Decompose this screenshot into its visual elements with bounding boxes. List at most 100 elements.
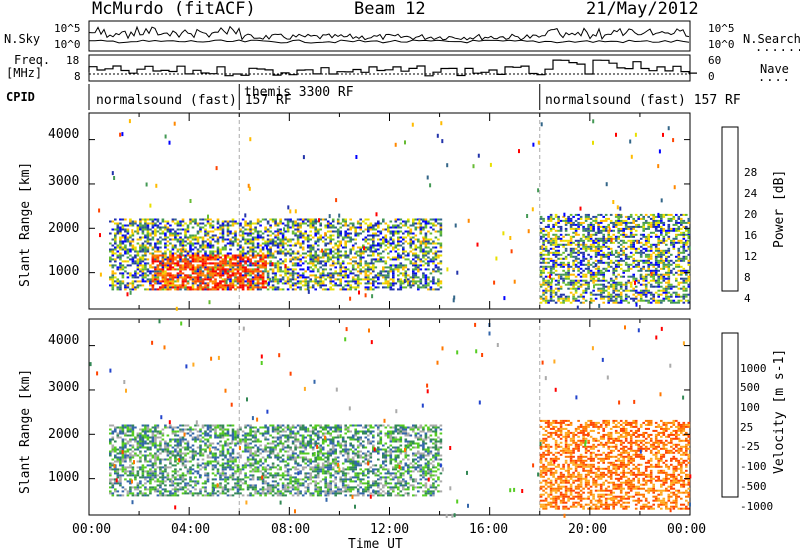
power-cell — [379, 238, 383, 241]
power-cell — [146, 288, 150, 291]
power-cell — [544, 253, 548, 256]
power-cell — [644, 237, 648, 240]
power-cell — [119, 248, 122, 251]
power-cell — [622, 253, 625, 256]
power-cell — [181, 258, 185, 261]
power-cell — [667, 299, 671, 302]
power-cell — [644, 219, 648, 222]
power-cell — [221, 268, 225, 271]
velocity-cell — [119, 458, 122, 461]
power-cell — [221, 274, 225, 277]
power-cell — [154, 250, 157, 253]
power-cell — [259, 254, 262, 257]
power-dot — [453, 295, 456, 300]
power-cell — [161, 266, 165, 269]
power-cell — [314, 258, 317, 261]
power-cell — [334, 278, 337, 281]
power-cell — [597, 225, 600, 228]
power-cell — [629, 241, 633, 244]
power-cell — [549, 285, 553, 288]
power-cell — [126, 264, 130, 267]
power-cell — [649, 279, 653, 282]
power-cell — [256, 270, 260, 273]
power-cell — [201, 222, 205, 225]
power-cell — [667, 273, 671, 276]
power-cell — [377, 224, 380, 227]
power-cell — [554, 243, 558, 246]
power-cell — [404, 236, 408, 239]
power-cell — [627, 295, 630, 298]
power-cell — [602, 271, 605, 274]
power-cell — [289, 244, 292, 247]
power-cell — [597, 223, 600, 226]
power-cell — [156, 240, 160, 243]
power-cell — [131, 282, 135, 285]
power-cell — [229, 262, 232, 265]
power-cell — [542, 283, 545, 286]
power-cell — [614, 265, 618, 268]
power-cell — [424, 236, 428, 239]
power-cell — [124, 234, 127, 237]
power-cell — [427, 276, 430, 279]
power-cell — [356, 274, 360, 277]
power-cell — [296, 222, 300, 225]
power-cell — [239, 250, 242, 253]
power-cell — [144, 240, 147, 243]
power-cell — [549, 289, 553, 292]
power-cell — [687, 277, 691, 280]
power-cell — [670, 227, 673, 230]
power-cell — [259, 234, 262, 237]
power-cell — [184, 250, 187, 253]
power-dot — [113, 176, 116, 180]
power-cell — [194, 258, 197, 261]
power-dot — [249, 137, 252, 142]
power-cell — [574, 251, 578, 254]
power-cell — [304, 232, 307, 235]
power-cell — [597, 239, 600, 242]
power-cell — [402, 236, 405, 239]
power-cell — [592, 249, 595, 252]
power-cell — [627, 225, 630, 228]
power-cell — [609, 247, 613, 250]
power-cell — [344, 274, 347, 277]
power-cell — [409, 228, 413, 231]
power-cell — [239, 286, 242, 289]
power-cell — [382, 268, 385, 271]
power-cell — [547, 261, 550, 264]
power-cell — [281, 246, 285, 249]
power-cell — [654, 225, 658, 228]
power-cell — [326, 256, 330, 259]
power-cell — [329, 256, 332, 259]
power-cell — [306, 246, 310, 249]
power-cell — [675, 277, 678, 280]
power-cell — [184, 232, 187, 235]
power-cell — [199, 256, 202, 259]
power-cell — [587, 259, 590, 262]
power-cell — [286, 250, 290, 253]
power-cell — [547, 239, 550, 242]
power-cell — [281, 238, 285, 241]
power-cell — [374, 274, 378, 277]
power-cell — [422, 274, 425, 277]
power-cell — [224, 260, 227, 263]
power-cell — [299, 244, 302, 247]
velocity-cell — [129, 456, 132, 459]
power-cell — [577, 223, 580, 226]
power-cell — [201, 280, 205, 283]
power-cell — [134, 254, 137, 257]
power-cell — [321, 274, 325, 277]
power-cell — [577, 251, 580, 254]
power-cell — [654, 291, 658, 294]
power-cell — [336, 246, 340, 249]
power-cell — [236, 286, 240, 289]
power-cell — [109, 276, 112, 279]
power-cell — [219, 282, 222, 285]
power-cell — [241, 226, 245, 229]
power-cell — [251, 246, 255, 249]
power-cell — [562, 265, 565, 268]
power-cell — [114, 238, 117, 241]
power-cell — [109, 242, 112, 245]
power-cell — [229, 280, 232, 283]
power-cell — [612, 261, 615, 264]
power-cell — [392, 274, 395, 277]
